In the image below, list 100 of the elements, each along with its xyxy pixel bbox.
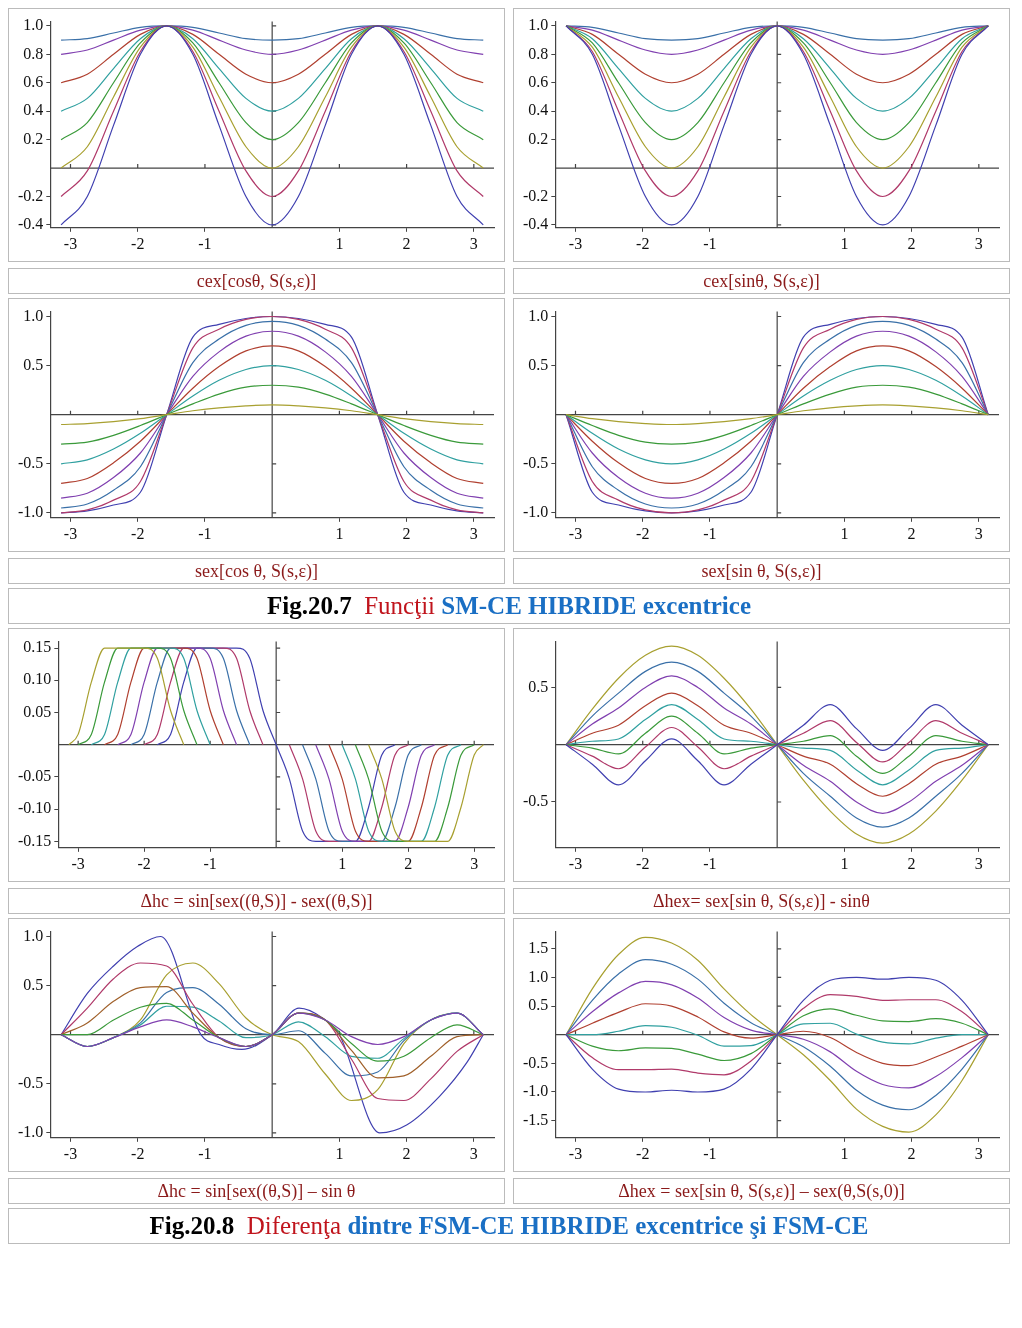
y-tick-label: -0.05 <box>18 767 52 785</box>
x-tick-label: 1 <box>840 524 849 542</box>
y-tick-label: -0.2 <box>18 186 44 204</box>
line-series <box>565 345 989 485</box>
line-series <box>565 25 989 55</box>
y-tick-label: 0.2 <box>528 129 549 147</box>
x-tick-label: -3 <box>71 854 85 872</box>
y-tick-label: 0.5 <box>528 677 549 695</box>
text: Δhex = sex[sin θ, S(s,ε)] – sex(θ,S(s,0)] <box>513 1178 1010 1204</box>
line-series <box>60 25 484 169</box>
y-tick-label: 1.5 <box>528 938 549 956</box>
line-series <box>60 935 484 1134</box>
y-tick-label: 0.8 <box>528 44 549 62</box>
x-tick-label: 2 <box>907 1144 916 1162</box>
x-tick-label: 1 <box>840 1144 849 1162</box>
x-tick-label: -1 <box>703 1144 717 1162</box>
y-tick-label: 1.0 <box>528 16 549 34</box>
x-tick-label: -1 <box>703 234 717 252</box>
y-tick-label: -0.5 <box>523 792 549 810</box>
text: Δhex= sex[sin θ, S(s,ε)] - sinθ <box>513 888 1010 914</box>
y-tick-label: 1.0 <box>23 16 44 34</box>
x-tick-label: 3 <box>974 1144 983 1162</box>
x-tick-label: -1 <box>198 524 212 542</box>
y-tick-label: -0.5 <box>523 1053 549 1071</box>
x-tick-label: -1 <box>198 234 212 252</box>
x-tick-label: -3 <box>63 524 78 542</box>
x-tick-label: -2 <box>137 854 151 872</box>
text: Δhc = sin[sex((θ,S)] - sex((θ,S)] <box>8 888 505 914</box>
x-tick-label: -1 <box>703 524 717 542</box>
x-tick-label: 3 <box>469 524 478 542</box>
x-tick-label: 1 <box>840 234 849 252</box>
text: cex[sinθ, S(s,ε)] <box>513 268 1010 294</box>
x-tick-label: -3 <box>63 234 78 252</box>
y-tick-label: 0.4 <box>528 101 549 119</box>
y-tick-label: 1.0 <box>23 306 44 324</box>
line-series <box>60 365 484 465</box>
x-tick-label: -2 <box>636 1144 650 1162</box>
y-tick-label: -0.2 <box>523 186 549 204</box>
x-tick-label: 2 <box>907 854 916 872</box>
x-tick-label: 1 <box>335 1144 344 1162</box>
y-tick-label: 0.5 <box>528 355 549 373</box>
line-series <box>565 675 989 815</box>
x-tick-label: 3 <box>470 854 479 872</box>
line-series <box>565 959 989 1111</box>
x-tick-label: 3 <box>469 234 478 252</box>
line-series <box>60 25 484 55</box>
line-series <box>60 404 484 426</box>
y-tick-label: -0.5 <box>18 454 44 471</box>
x-tick-label: -2 <box>131 1144 145 1162</box>
line-series <box>60 25 484 112</box>
line-series <box>565 936 989 1133</box>
x-tick-label: -2 <box>636 234 650 252</box>
y-tick-label: -1.0 <box>523 1082 549 1100</box>
y-tick-label: 1.0 <box>23 926 44 944</box>
text: sex[sin θ, S(s,ε)] <box>513 558 1010 584</box>
line-series <box>565 692 989 797</box>
x-tick-label: -3 <box>568 524 583 542</box>
x-tick-label: 2 <box>402 234 411 252</box>
line-series <box>60 25 484 41</box>
y-tick-label: 0.05 <box>23 702 52 720</box>
line-series <box>565 645 989 844</box>
y-tick-label: -0.4 <box>18 215 44 233</box>
line-series <box>60 25 484 84</box>
line-series <box>60 25 484 141</box>
y-tick-label: 0.6 <box>23 72 44 90</box>
y-tick-label: 1.0 <box>528 967 549 985</box>
x-tick-label: 3 <box>974 524 983 542</box>
y-tick-label: -1.5 <box>523 1110 549 1128</box>
x-tick-label: -3 <box>568 1144 583 1162</box>
x-tick-label: -2 <box>131 524 145 542</box>
line-series <box>565 704 989 786</box>
y-tick-label: 0.5 <box>23 355 44 373</box>
y-tick-label: -1.0 <box>18 503 44 521</box>
line-series <box>565 404 989 426</box>
x-tick-label: 2 <box>907 524 916 542</box>
y-tick-label: -0.5 <box>18 1074 44 1091</box>
x-tick-label: -2 <box>636 854 650 872</box>
x-tick-label: -3 <box>568 234 583 252</box>
x-tick-label: 2 <box>907 234 916 252</box>
x-tick-label: 3 <box>974 854 983 872</box>
text: cex[cosθ, S(s,ε)] <box>8 268 505 294</box>
x-tick-label: 1 <box>335 234 344 252</box>
y-tick-label: -0.5 <box>523 454 549 471</box>
x-tick-label: 2 <box>402 524 411 542</box>
x-tick-label: -1 <box>203 854 217 872</box>
y-tick-label: 0.6 <box>528 72 549 90</box>
x-tick-label: -3 <box>568 854 583 872</box>
x-tick-label: 1 <box>335 524 344 542</box>
x-tick-label: -2 <box>636 524 650 542</box>
line-series <box>565 384 989 445</box>
x-tick-label: 1 <box>338 854 347 872</box>
y-tick-label: 0.5 <box>528 996 549 1014</box>
text: Δhc = sin[sex((θ,S)] – sin θ <box>8 1178 505 1204</box>
y-tick-label: -0.15 <box>18 831 52 849</box>
x-tick-label: 3 <box>974 234 983 252</box>
y-tick-label: -1.0 <box>18 1123 44 1141</box>
y-tick-label: 0.4 <box>23 101 44 119</box>
y-tick-label: 0.5 <box>23 975 44 993</box>
y-tick-label: 0.8 <box>23 44 44 62</box>
line-series <box>60 384 484 445</box>
